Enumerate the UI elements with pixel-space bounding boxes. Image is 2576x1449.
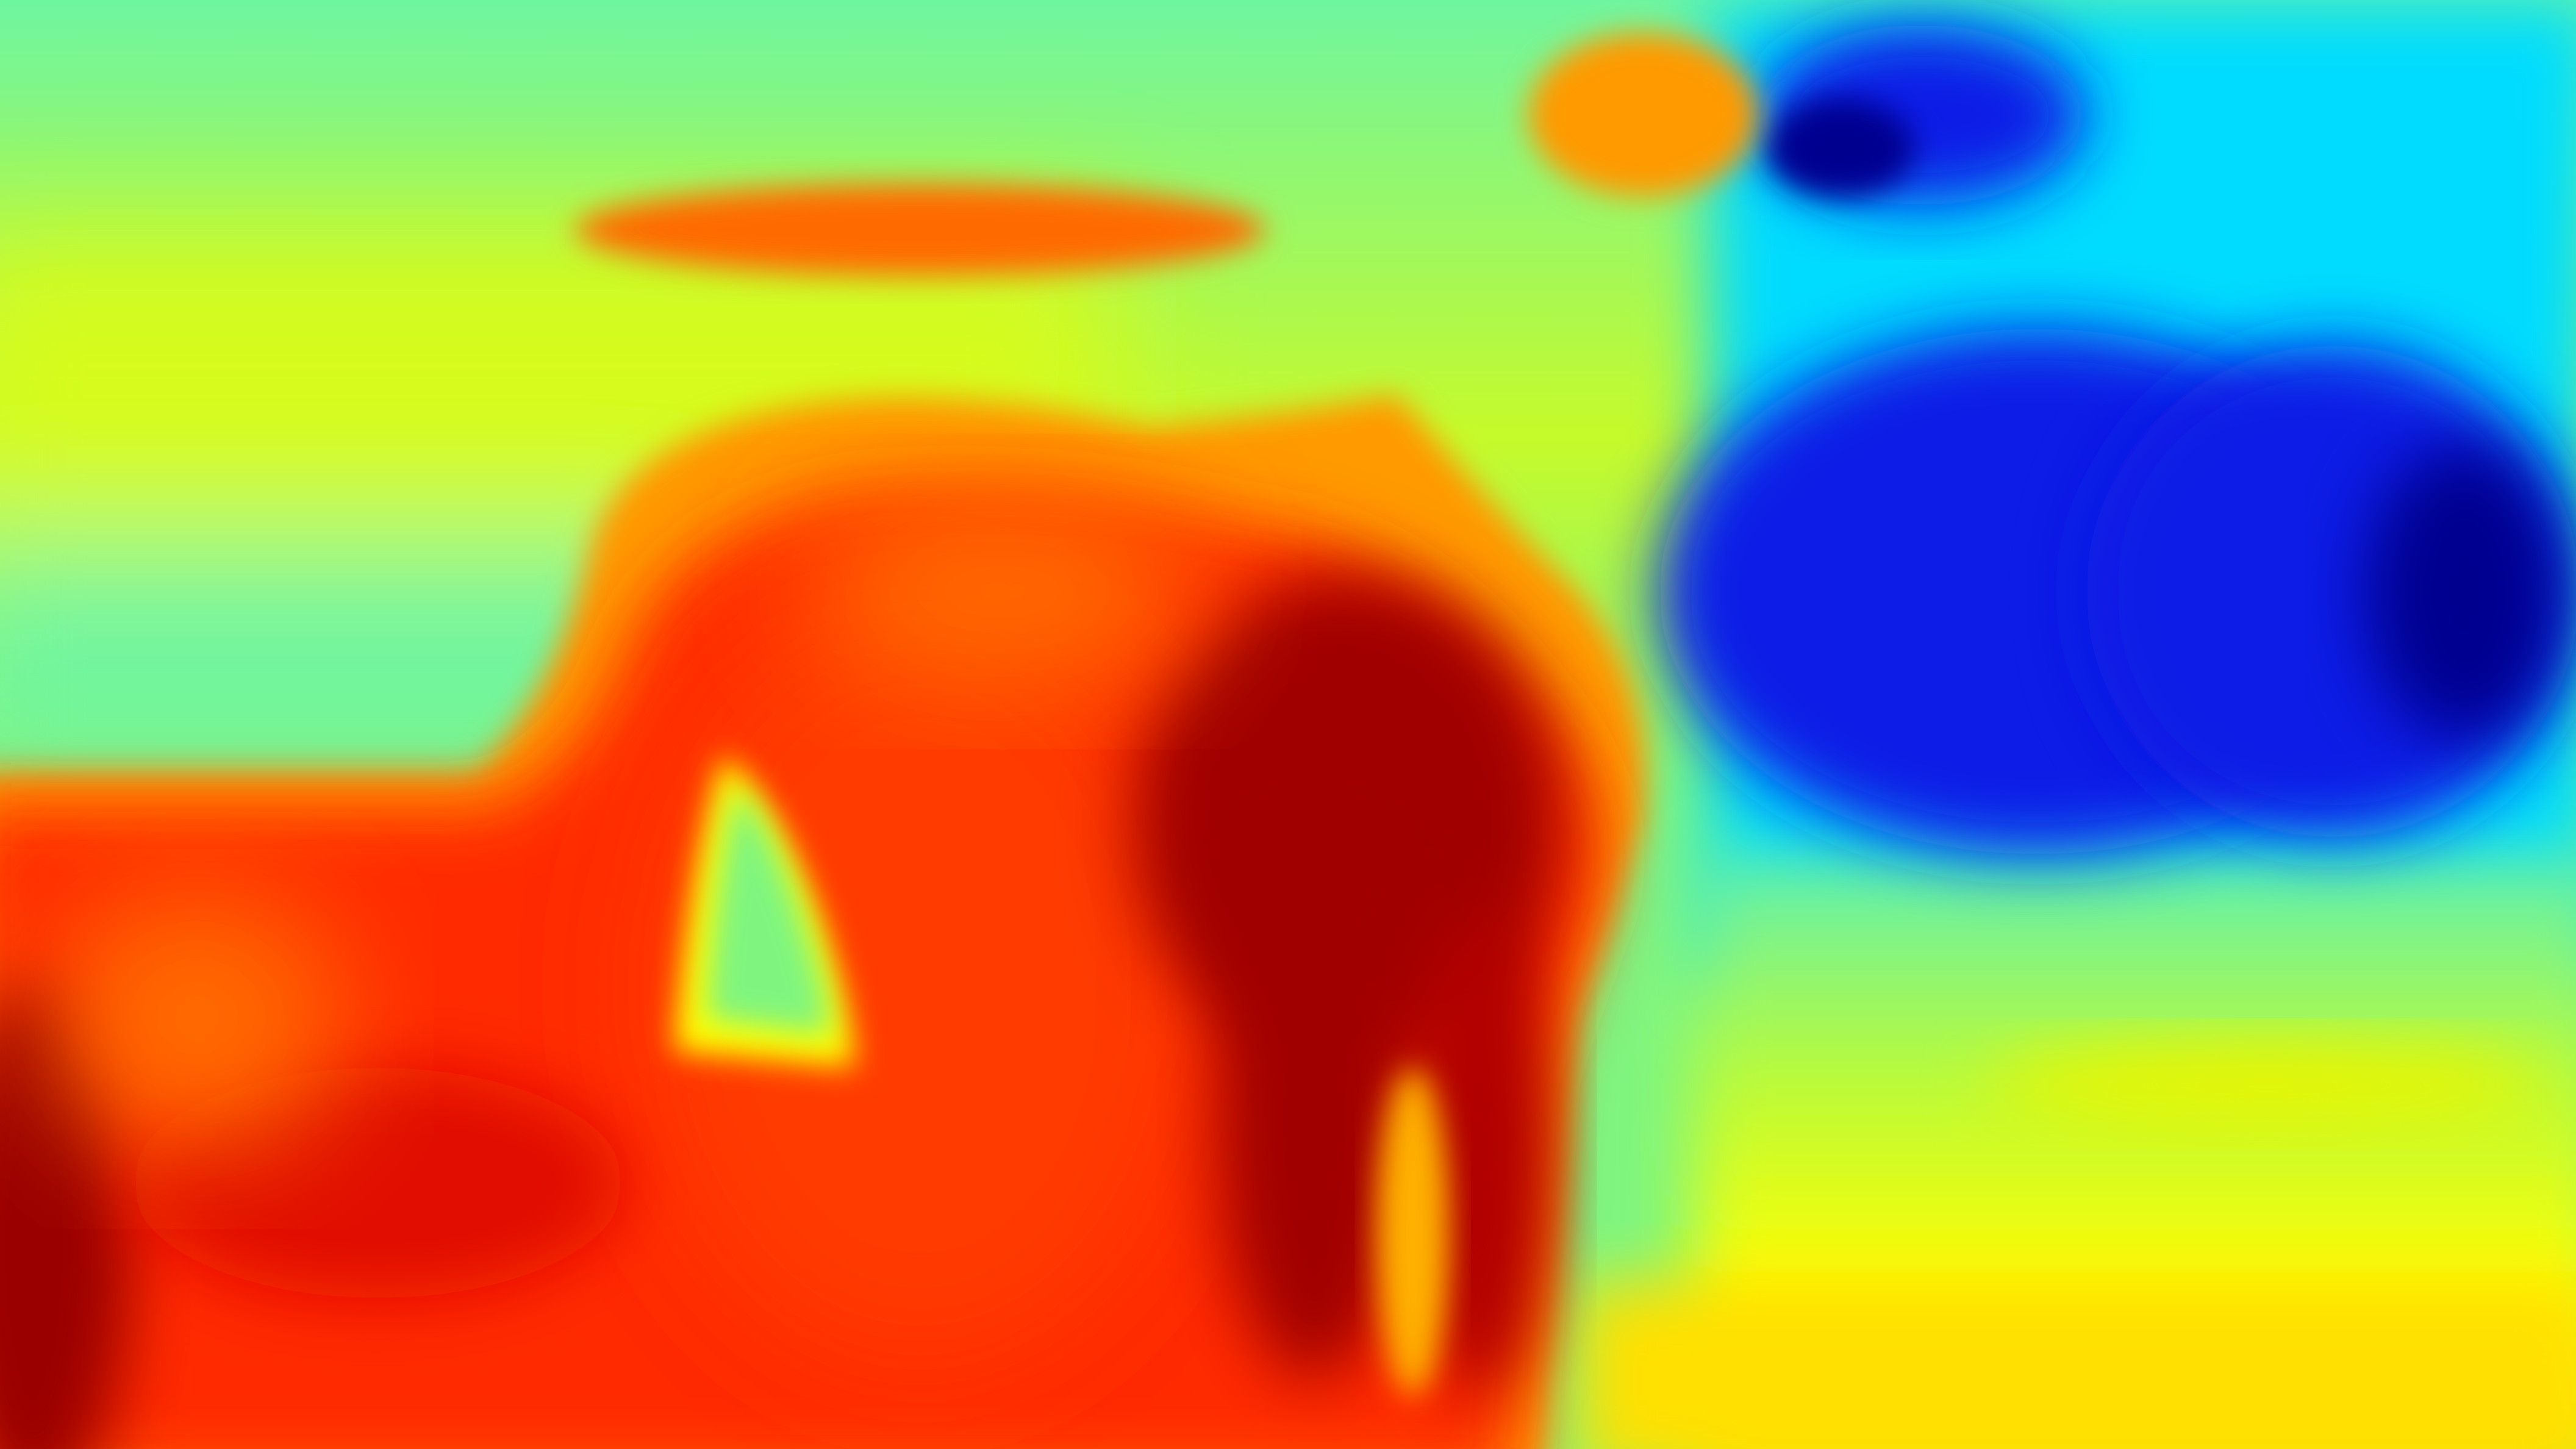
top-objects	[574, 32, 1758, 276]
right-far-region	[1577, 0, 2576, 1449]
arch-gap	[673, 756, 1449, 1397]
